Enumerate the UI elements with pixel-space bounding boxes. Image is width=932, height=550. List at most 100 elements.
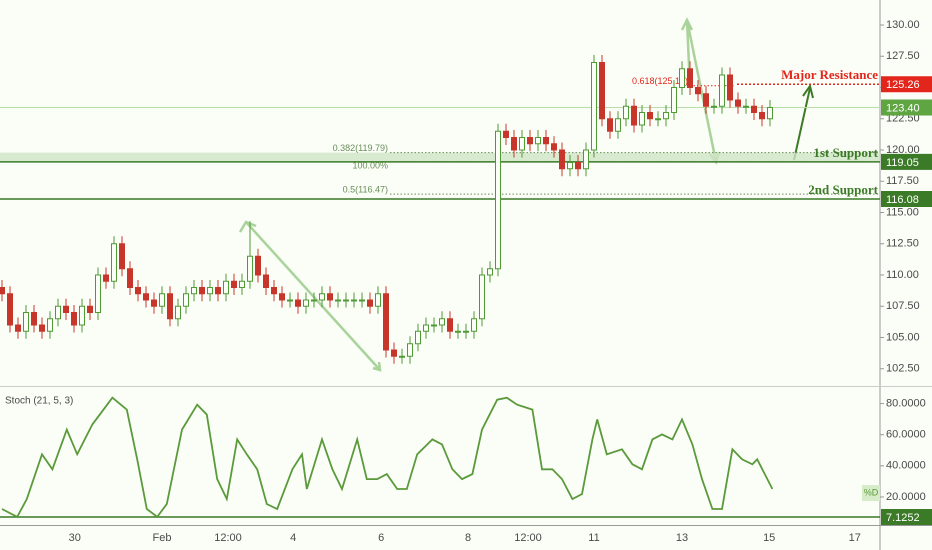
- candle-body: [247, 255, 253, 282]
- candle-body: [183, 293, 189, 307]
- candle-body: [263, 274, 269, 288]
- candle-body: [439, 318, 445, 326]
- candle-body: [231, 280, 237, 288]
- price-badge-label: 125.26: [886, 79, 920, 91]
- candle-body: [335, 299, 341, 302]
- price-badge-label: 119.05: [886, 157, 919, 169]
- candle-body: [255, 255, 261, 276]
- candle-body: [399, 355, 405, 358]
- target-arrow-line: [793, 87, 811, 161]
- price-badge-label: 7.1252: [886, 512, 920, 524]
- candle-body: [0, 287, 5, 295]
- x-tick-label: 17: [849, 532, 861, 544]
- candle-body: [175, 305, 181, 320]
- candle-body: [599, 62, 605, 120]
- candle-body: [471, 318, 477, 332]
- y-tick-label: 107.50: [886, 300, 920, 312]
- y-tick-label: 120.00: [886, 144, 920, 156]
- arrow-head: [238, 220, 257, 233]
- candle-body: [351, 299, 357, 302]
- candle-body: [55, 305, 61, 320]
- candle-body: [239, 280, 245, 288]
- price-badge: [881, 191, 932, 207]
- price-badge: [881, 99, 932, 116]
- candle-body: [671, 87, 677, 113]
- legend-label: %D: [864, 487, 879, 497]
- y-tick-label: 102.50: [886, 363, 920, 375]
- candle-body: [431, 324, 437, 327]
- x-tick-label: 12:00: [214, 532, 242, 544]
- candle-body: [319, 293, 325, 301]
- x-tick-label: 13: [676, 532, 688, 544]
- candle-body: [519, 137, 525, 151]
- candle-body: [511, 137, 517, 151]
- x-tick-label: 12:00: [514, 532, 542, 544]
- candle-body: [79, 305, 85, 326]
- candle-body: [591, 62, 597, 151]
- y-tick-label: 80.0000: [886, 397, 926, 409]
- candle-body: [679, 68, 685, 88]
- candle-body: [487, 268, 493, 276]
- candle-body: [111, 243, 117, 282]
- y-tick-label: 112.50: [886, 238, 919, 250]
- candle-body: [159, 293, 165, 307]
- y-tick-label: 115.00: [886, 206, 919, 218]
- candle-body: [15, 324, 21, 332]
- candle-body: [279, 293, 285, 301]
- candle-body: [759, 112, 765, 120]
- candle-body: [391, 349, 397, 357]
- candle-body: [127, 268, 133, 288]
- candle-body: [647, 112, 653, 120]
- candle-body: [39, 324, 45, 332]
- price-badge: [881, 76, 932, 93]
- candle-body: [575, 162, 581, 170]
- candle-body: [151, 299, 157, 307]
- y-tick-label: 110.00: [886, 269, 919, 281]
- candle-body: [735, 99, 741, 107]
- support-zone: [0, 152, 880, 162]
- candle-body: [695, 87, 701, 95]
- candle-body: [207, 287, 213, 295]
- x-tick-label: 8: [465, 532, 471, 544]
- y-tick-label: 40.0000: [886, 460, 926, 472]
- x-tick-label: 6: [378, 532, 384, 544]
- candle-body: [271, 287, 277, 295]
- candle-body: [135, 287, 141, 295]
- candle-body: [71, 312, 77, 326]
- level-label: Major Resistance: [781, 67, 878, 82]
- candle-body: [687, 68, 693, 88]
- candle-body: [479, 274, 485, 320]
- candle-body: [191, 287, 197, 295]
- x-tick-label: 15: [763, 532, 775, 544]
- candle-body: [31, 312, 37, 326]
- candle-body: [143, 293, 149, 301]
- candle-body: [727, 74, 733, 101]
- candle-body: [367, 299, 373, 307]
- candle-body: [359, 299, 365, 302]
- candle-body: [87, 305, 93, 313]
- candle-body: [199, 287, 205, 295]
- stoch-line: [1, 396, 774, 519]
- candle-body: [95, 274, 101, 313]
- y-tick-label: 20.0000: [886, 491, 926, 503]
- candle-body: [583, 149, 589, 170]
- y-tick-label: 127.50: [886, 50, 920, 62]
- candle-body: [423, 324, 429, 332]
- candle-body: [607, 118, 613, 132]
- fib-label: 0.5(116.47): [343, 185, 388, 195]
- candle-body: [527, 137, 533, 145]
- y-tick-label: 130.00: [886, 19, 920, 31]
- candle-body: [327, 293, 333, 301]
- price-badge: [881, 509, 932, 526]
- candle-body: [719, 74, 725, 107]
- target-arrow: [793, 83, 814, 161]
- candle-body: [639, 112, 645, 126]
- candle-body: [303, 299, 309, 307]
- candle-body: [7, 293, 13, 326]
- candle-body: [559, 149, 565, 170]
- candle-body: [703, 93, 709, 107]
- candle-body: [455, 330, 461, 333]
- candle-body: [655, 118, 661, 121]
- candle-body: [535, 137, 541, 145]
